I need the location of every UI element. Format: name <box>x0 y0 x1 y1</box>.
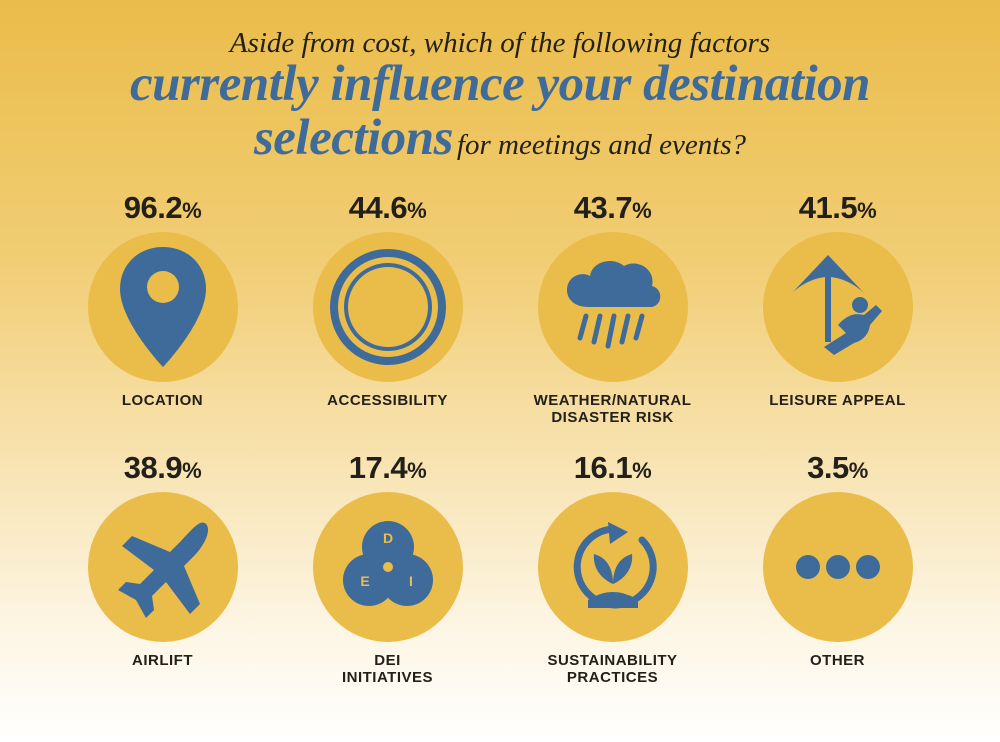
percentage-value: 3.5% <box>807 450 868 486</box>
percentage-value: 16.1% <box>574 450 651 486</box>
percentage-value: 41.5% <box>799 190 876 226</box>
icon-circle <box>88 492 238 642</box>
factor-location: 96.2% LOCATION <box>60 190 265 427</box>
factor-label: ACCESSIBILITY <box>327 392 448 409</box>
percentage-value: 44.6% <box>349 190 426 226</box>
icon-circle <box>538 492 688 642</box>
svg-text:D: D <box>382 530 392 546</box>
factor-label: LEISURE APPEAL <box>769 392 905 409</box>
factor-accessibility: 44.6% ACCESSIBILITY <box>285 190 490 427</box>
svg-text:E: E <box>360 573 369 589</box>
leisure-icon <box>778 247 898 367</box>
icon-circle <box>538 232 688 382</box>
icon-circle: D E I <box>313 492 463 642</box>
infographic-grid: 96.2% LOCATION 44.6% ACCESSIBILITY 43.7% <box>0 166 1000 687</box>
factor-other: 3.5% OTHER <box>735 450 940 687</box>
percentage-value: 17.4% <box>349 450 426 486</box>
accessibility-icon <box>328 247 448 367</box>
ellipsis-icon <box>788 547 888 587</box>
percentage-value: 96.2% <box>124 190 201 226</box>
factor-label: LOCATION <box>122 392 203 409</box>
factor-label: AIRLIFT <box>132 652 193 669</box>
svg-text:I: I <box>409 573 413 589</box>
icon-circle <box>763 232 913 382</box>
factor-weather: 43.7% WEATHER/NATURALDISASTER RISK <box>510 190 715 427</box>
airplane-icon <box>108 512 218 622</box>
headline-part3: for meetings and events? <box>457 129 746 161</box>
factor-label: WEATHER/NATURALDISASTER RISK <box>534 392 692 427</box>
weather-icon <box>558 252 668 362</box>
factor-leisure: 41.5% LEISURE APPEAL <box>735 190 940 427</box>
percentage-value: 43.7% <box>574 190 651 226</box>
icon-circle <box>313 232 463 382</box>
dei-icon: D E I <box>333 512 443 622</box>
location-pin-icon <box>118 247 208 367</box>
factor-label: SUSTAINABILITYPRACTICES <box>547 652 677 687</box>
headline: Aside from cost, which of the following … <box>0 0 1000 166</box>
headline-part1: Aside from cost, which of the following … <box>230 27 770 59</box>
factor-airlift: 38.9% AIRLIFT <box>60 450 265 687</box>
factor-label: OTHER <box>810 652 865 669</box>
percentage-value: 38.9% <box>124 450 201 486</box>
factor-sustainability: 16.1% SUSTAINABILITYPRACTICES <box>510 450 715 687</box>
icon-circle <box>88 232 238 382</box>
icon-circle <box>763 492 913 642</box>
sustainability-icon <box>558 512 668 622</box>
factor-label: DEIINITIATIVES <box>342 652 433 687</box>
factor-dei: 17.4% D E I DEIINITIATIVES <box>285 450 490 687</box>
